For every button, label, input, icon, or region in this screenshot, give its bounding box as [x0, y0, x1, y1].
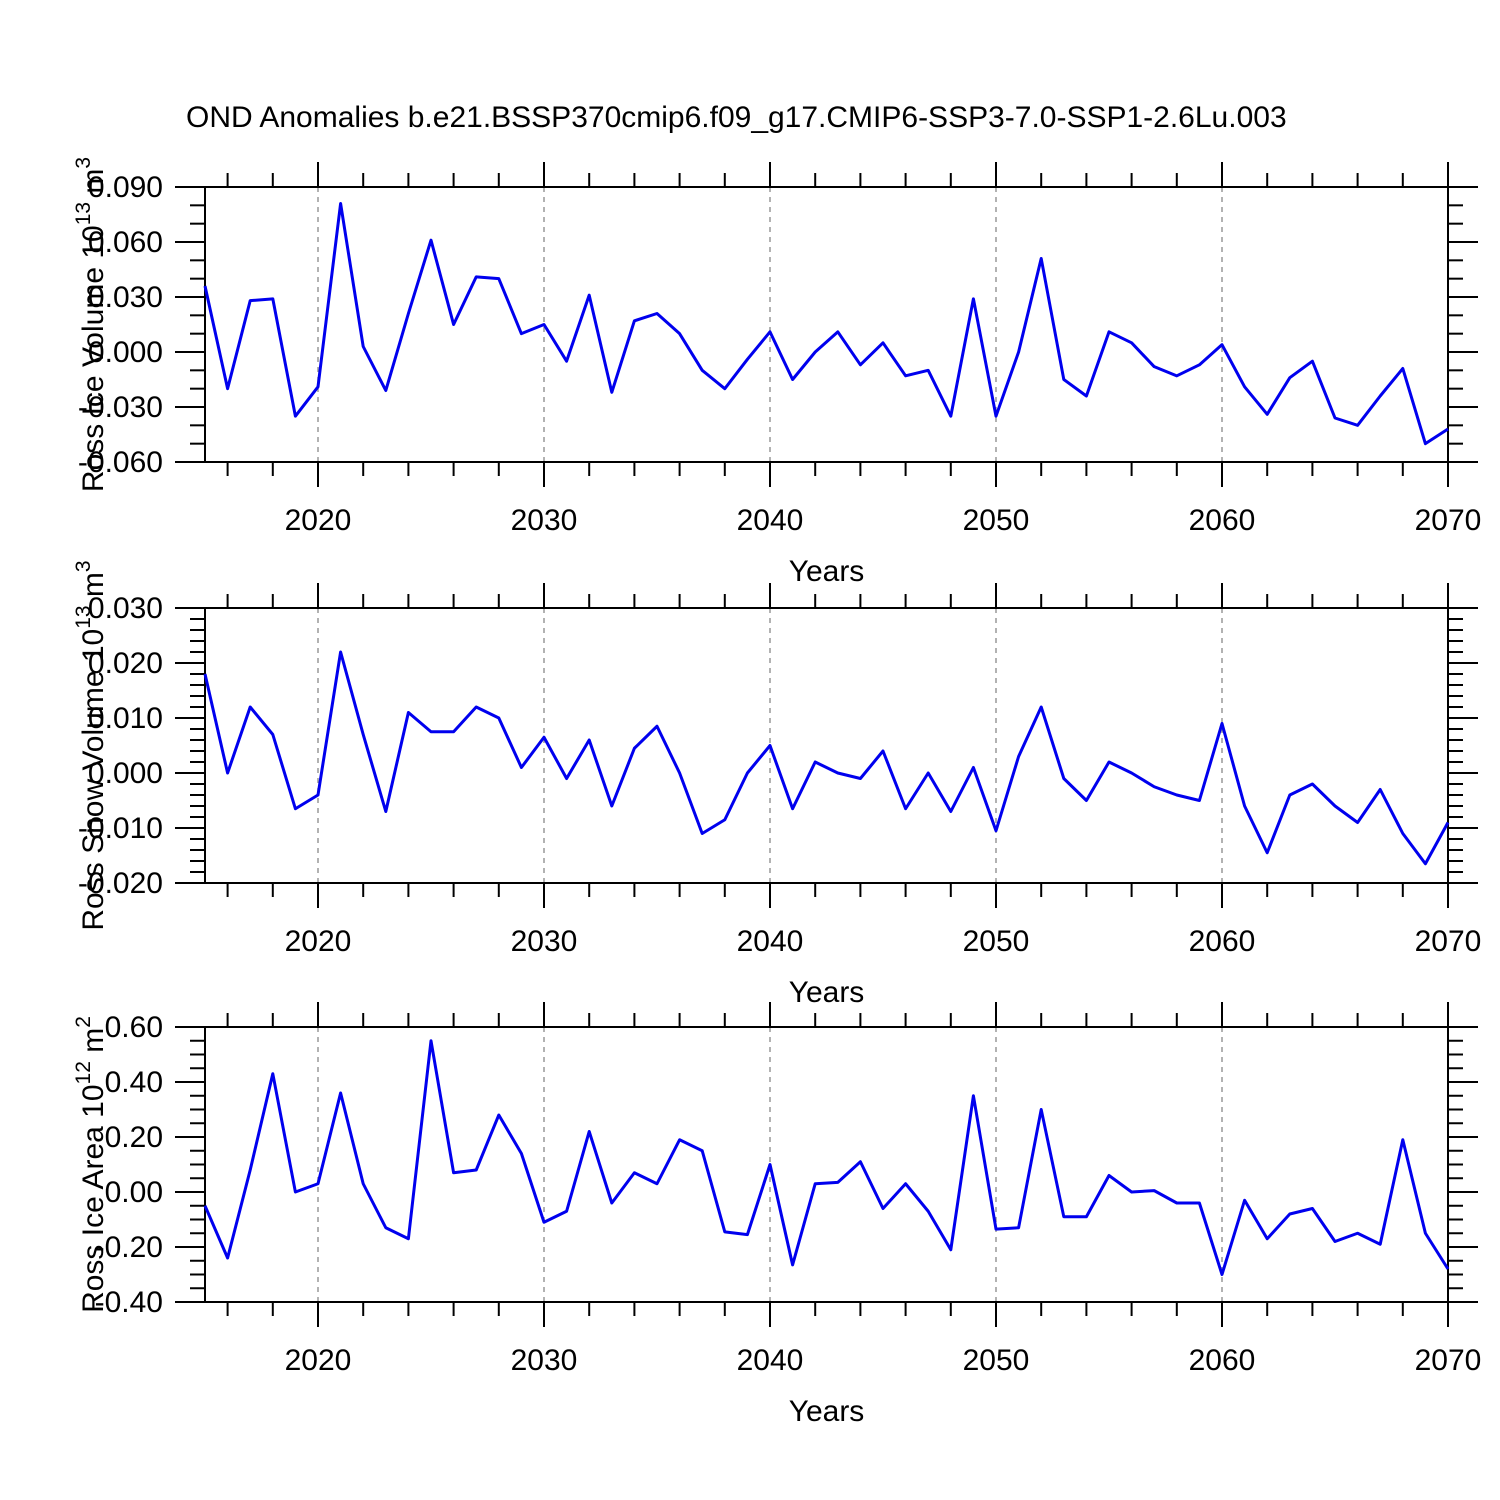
x-ticks: [226, 162, 1449, 487]
x-axis-title: Years: [789, 555, 865, 588]
y-tick-label: 0.000: [88, 336, 163, 369]
x-tick-label-2070: 2070: [1415, 504, 1482, 537]
plot-box: [204, 607, 1449, 884]
x-tick-label-2070: 2070: [1415, 1344, 1482, 1377]
data-line-ross-snow-volume: [203, 650, 1450, 866]
y-tick-label: 0.010: [88, 702, 163, 735]
x-tick-label-2060: 2060: [1189, 1344, 1256, 1377]
y-tick-label: 0.020: [88, 647, 163, 680]
x-tick-label-2030: 2030: [511, 504, 578, 537]
y-tick-label: -0.010: [78, 812, 163, 845]
y-tick-label: -0.030: [78, 391, 163, 424]
x-ticks: [226, 1002, 1449, 1327]
x-tick-label-2020: 2020: [285, 504, 352, 537]
x-tick-label-2040: 2040: [737, 504, 804, 537]
y-tick-label: 0.40: [105, 1066, 163, 1099]
y-tick-label: 0.20: [105, 1121, 163, 1154]
x-tick-label-2050: 2050: [963, 1344, 1030, 1377]
x-tick-label-2060: 2060: [1189, 925, 1256, 958]
y-ticks: [175, 1026, 1478, 1303]
y-tick-label: 0.030: [88, 592, 163, 625]
x-tick-label-2050: 2050: [963, 504, 1030, 537]
plot-ross-snow-volume: 0.030 0.020 0.010 0.000 -0.010 -0.020 2020 2030…: [72, 560, 1481, 1009]
plot-ross-ice-area: 0.60 0.40 0.20 0.00 -0.20 -0.40 2020 2030 2040 20…: [72, 1002, 1481, 1428]
x-tick-label-2030: 2030: [511, 1344, 578, 1377]
x-axis-title: Years: [789, 1395, 865, 1428]
y-tick-label: -0.060: [78, 446, 163, 479]
x-tick-label-2070: 2070: [1415, 925, 1482, 958]
x-tick-label-2040: 2040: [737, 1344, 804, 1377]
y-tick-label: -0.20: [95, 1231, 163, 1264]
x-axis-title: Years: [789, 976, 865, 1009]
chart-title: OND Anomalies b.e21.BSSP370cmip6.f09_g17…: [186, 101, 1287, 134]
y-tick-label: 0.030: [88, 281, 163, 314]
plot-box: [204, 1026, 1449, 1303]
y-tick-label: 0.60: [105, 1011, 163, 1044]
x-tick-label-2040: 2040: [737, 925, 804, 958]
x-tick-label-2060: 2060: [1189, 504, 1256, 537]
y-tick-label: 0.060: [88, 226, 163, 259]
x-ticks: [226, 583, 1449, 908]
y-tick-label: 0.090: [88, 171, 163, 204]
y-axis-title: Ross Ice Volume 1013 m3: [72, 157, 110, 492]
y-tick-label: 0.00: [105, 1176, 163, 1209]
plot-ross-ice-volume: 0.090 0.060 0.030 0.000 -0.030 -0.060 2020 2030…: [72, 157, 1481, 588]
y-ticks: [175, 607, 1478, 884]
y-tick-label: -0.020: [78, 867, 163, 900]
y-axis-title: Ross Ice Area 1012 m2: [72, 1016, 110, 1313]
y-tick-label: -0.40: [95, 1286, 163, 1319]
x-tick-label-2020: 2020: [285, 1344, 352, 1377]
x-tick-label-2020: 2020: [285, 925, 352, 958]
x-tick-label-2050: 2050: [963, 925, 1030, 958]
y-ticks: [175, 186, 1478, 463]
y-axis-title: Ross Snow Volume 1013 m3: [72, 560, 110, 930]
plot-box: [204, 186, 1449, 463]
y-tick-label: 0.000: [88, 757, 163, 790]
x-tick-label-2030: 2030: [511, 925, 578, 958]
data-line-ross-ice-volume: [203, 202, 1449, 446]
data-line-ross-ice-area: [203, 1039, 1450, 1276]
